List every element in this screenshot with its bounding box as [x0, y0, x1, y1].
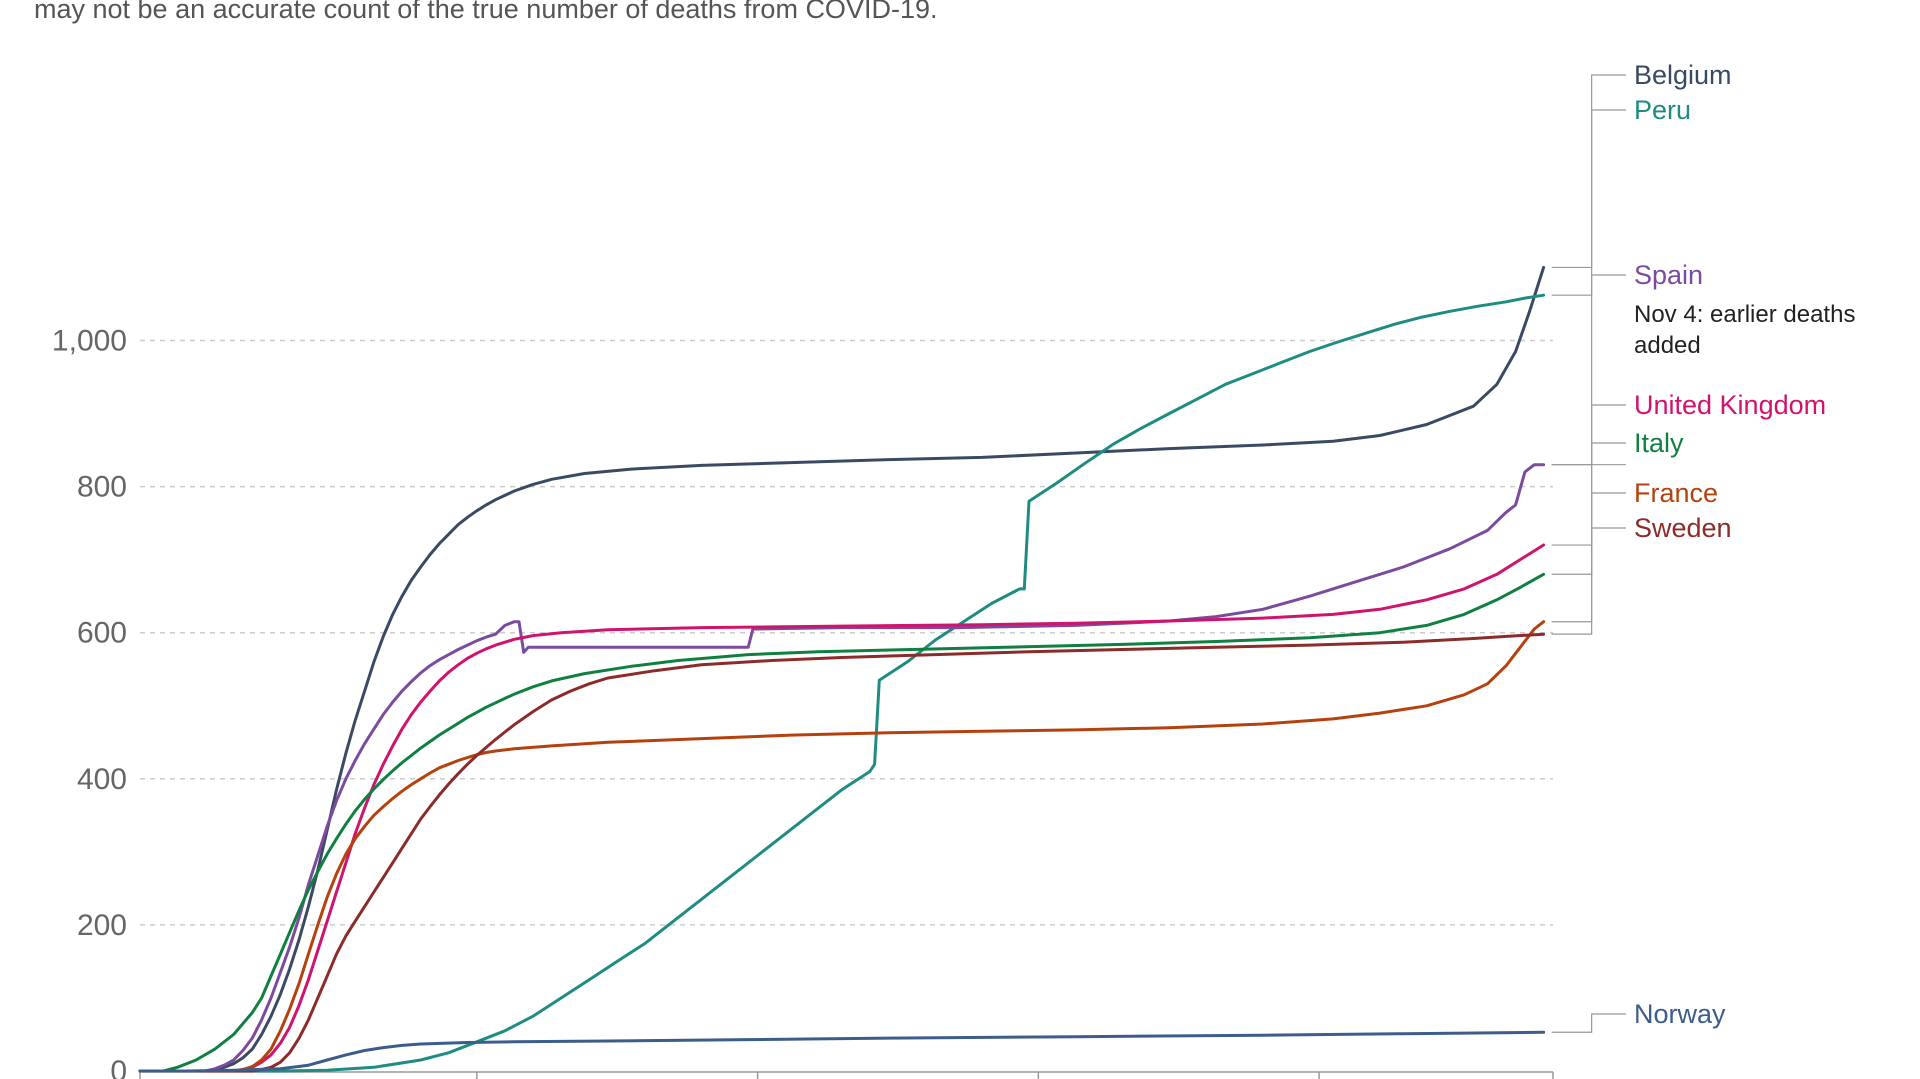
series-label-spain: Spain [1634, 260, 1703, 290]
x-axis [139, 1071, 1554, 1079]
label-leader-line [1551, 1013, 1626, 1033]
series-line-peru [138, 293, 1546, 1073]
chart-subtitle: may not be an accurate count of the true… [34, 0, 938, 24]
series-line-italy [138, 572, 1546, 1073]
label-leader-line [1551, 492, 1626, 623]
annotation-spain: Nov 4: earlier deaths added [1634, 301, 1855, 359]
y-tick-label: 400 [77, 763, 127, 796]
label-leader-line [1551, 74, 1626, 269]
label-leader-line [1551, 404, 1626, 546]
y-tick-label: 800 [77, 471, 127, 504]
series-line-spain [138, 463, 1546, 1073]
series-line-sweden [138, 632, 1546, 1073]
series-line-france [138, 620, 1546, 1073]
series-line-united-kingdom [138, 543, 1546, 1073]
series-label-sweden: Sweden [1634, 513, 1732, 543]
series-label-belgium: Belgium [1634, 60, 1732, 90]
y-tick-label: 1,000 [52, 325, 127, 358]
y-axis-ticks: 0 200 400 600 800 1,000 [52, 325, 127, 1079]
y-tick-label: 200 [77, 909, 127, 942]
series-label-norway: Norway [1634, 999, 1726, 1029]
series-lines [138, 265, 1546, 1073]
series-label-italy: Italy [1634, 428, 1684, 458]
gridlines [140, 339, 1553, 926]
series-line-norway [138, 1030, 1546, 1073]
series-label-united-kingdom: United Kingdom [1634, 390, 1826, 420]
y-tick-label: 600 [77, 617, 127, 650]
label-leader-line [1551, 274, 1626, 466]
series-labels: Belgium Peru Spain United Kingdom Italy Franc… [1551, 60, 1855, 1033]
label-leader-line [1551, 527, 1626, 635]
series-label-france: France [1634, 478, 1718, 508]
series-line-belgium [138, 265, 1546, 1073]
y-tick-label: 0 [110, 1055, 127, 1079]
series-label-peru: Peru [1634, 95, 1691, 125]
label-leader-line [1551, 109, 1626, 296]
label-leader-line [1551, 442, 1626, 575]
